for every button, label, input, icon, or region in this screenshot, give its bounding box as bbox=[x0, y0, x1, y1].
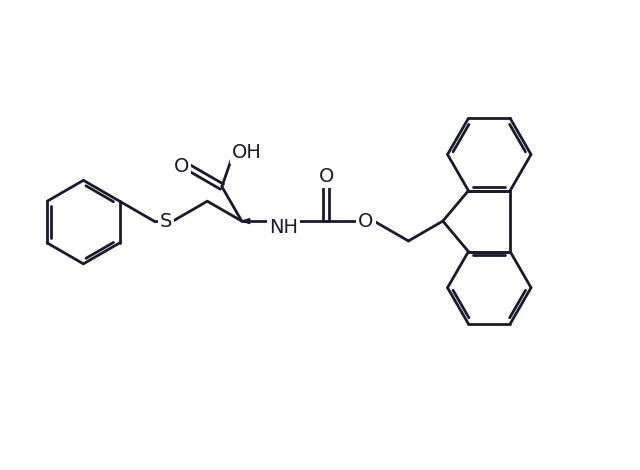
Text: NH: NH bbox=[269, 218, 298, 236]
Text: OH: OH bbox=[232, 143, 262, 162]
Text: S: S bbox=[160, 212, 172, 231]
Text: O: O bbox=[319, 167, 334, 186]
Text: O: O bbox=[174, 157, 189, 176]
Polygon shape bbox=[242, 219, 250, 224]
Text: O: O bbox=[358, 212, 374, 231]
